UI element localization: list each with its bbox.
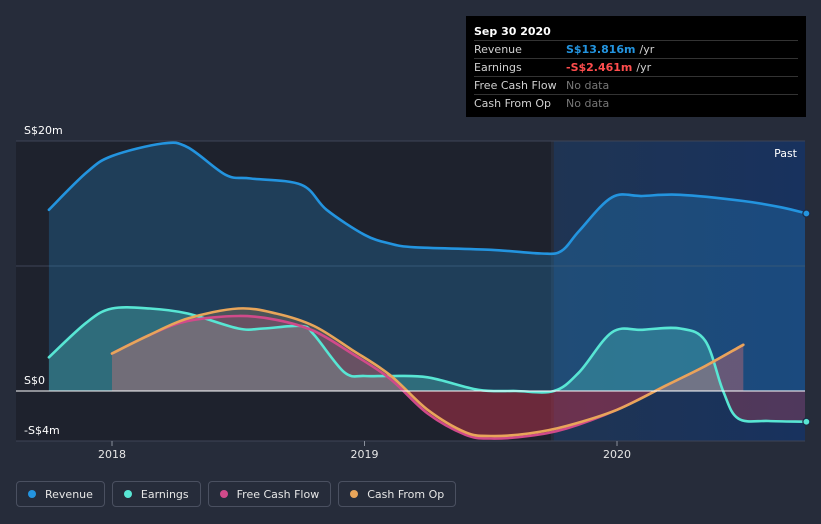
tooltip-row-cfo: Cash From Op No data [474, 94, 798, 112]
y-label-top: S$20m [24, 124, 63, 137]
tooltip-cfo-value: No data [566, 97, 610, 110]
free-cash-flow-dot-icon [219, 490, 228, 498]
earnings-end-marker [802, 417, 811, 426]
tooltip-date: Sep 30 2020 [474, 25, 551, 38]
legend-free-cash-flow[interactable]: Free Cash Flow [207, 481, 332, 507]
tooltip-fcf-value: No data [566, 79, 610, 92]
legend-label: Cash From Op [367, 487, 445, 501]
legend-label: Earnings [140, 487, 189, 501]
earnings-area [48, 307, 805, 391]
revenue-line [47, 141, 808, 256]
tooltip-earnings-value: -S$2.461m [566, 61, 633, 74]
earnings-area-negative [48, 391, 805, 422]
legend-label: Revenue [45, 487, 93, 501]
tooltip-revenue-value: S$13.816m [566, 43, 636, 56]
legend-label: Free Cash Flow [236, 487, 320, 501]
free-cash-flow-area-negative [112, 391, 744, 439]
legend-cash-from-op[interactable]: Cash From Op [338, 481, 457, 507]
y-label-zero: S$0 [24, 374, 45, 387]
legend: Revenue Earnings Free Cash Flow Cash Fro… [16, 481, 457, 507]
legend-revenue[interactable]: Revenue [16, 481, 105, 507]
tooltip-row-earnings: Earnings -S$2.461m /yr [474, 58, 798, 76]
past-label: Past [774, 147, 798, 160]
x-tick-label: 2018 [98, 448, 126, 461]
x-tick-label: 2020 [603, 448, 631, 461]
legend-earnings[interactable]: Earnings [111, 481, 201, 507]
revenue-dot-icon [28, 490, 36, 498]
y-label-bottom: -S$4m [24, 424, 60, 437]
earnings-line [47, 305, 808, 424]
cash-from-op-line [110, 307, 745, 438]
tooltip-label: Earnings [474, 61, 522, 74]
tooltip-row-revenue: Revenue S$13.816m /yr [474, 40, 798, 58]
cash-from-op-area-negative [112, 391, 744, 437]
tooltip: Sep 30 2020 Revenue S$13.816m /yr Earnin… [466, 16, 806, 117]
x-tick-label: 2019 [351, 448, 379, 461]
free-cash-flow-area [112, 315, 744, 391]
tooltip-label: Revenue [474, 43, 522, 56]
tooltip-label: Cash From Op [474, 97, 552, 110]
cash-from-op-dot-icon [350, 490, 359, 498]
revenue-end-marker [802, 209, 811, 218]
tooltip-label: Free Cash Flow [474, 79, 557, 92]
tooltip-row-fcf: Free Cash Flow No data [474, 76, 798, 94]
earnings-dot-icon [123, 490, 132, 498]
tooltip-unit: /yr [636, 61, 652, 74]
tooltip-unit: /yr [639, 43, 655, 56]
